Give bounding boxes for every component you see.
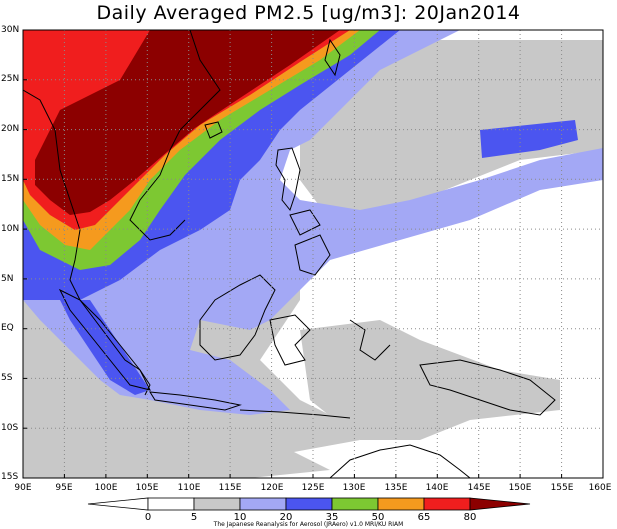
coast-lesser-sunda (239, 409, 351, 419)
lat-label-10n: 10N (1, 224, 20, 234)
lat-label-30n: 30N (1, 25, 20, 35)
colorbar-swatch-5-10 (147, 497, 195, 511)
colorbar-label-65: 65 (417, 512, 431, 523)
lon-label-115e: 115E (218, 483, 242, 493)
band-10-20-east (300, 320, 560, 440)
colorbar-label-80: 80 (463, 512, 477, 523)
lon-label-150e: 150E (508, 483, 532, 493)
lat-label-25n: 25N (1, 74, 20, 84)
lat-label-15s: 15S (1, 472, 19, 482)
grid-lines (23, 30, 603, 478)
pm25-contours (23, 30, 603, 478)
colorbar-swatch-20-35 (239, 497, 287, 511)
colorbar-swatch-lt5 (87, 497, 149, 511)
lon-label-90e: 90E (14, 483, 32, 493)
colorbar-label-35: 35 (325, 512, 339, 523)
lon-label-130e: 130E (342, 483, 366, 493)
coast-australia-north (329, 444, 471, 478)
lon-label-110e: 110E (177, 483, 201, 493)
lon-label-145e: 145E (467, 483, 491, 493)
lon-label-120e: 120E (260, 483, 284, 493)
coast-borneo (199, 274, 276, 361)
coast-hainan (204, 121, 223, 139)
lat-label-20n: 20N (1, 124, 20, 134)
lon-label-135e: 135E (384, 483, 408, 493)
colorbar-label-50: 50 (371, 512, 385, 523)
coast-sumatra (58, 288, 151, 391)
lat-label-5s: 5S (1, 373, 13, 383)
coast-taiwan (324, 38, 341, 77)
coast-mindanao (294, 234, 331, 276)
lon-label-155e: 155E (550, 483, 574, 493)
colorbar-label-0: 0 (144, 512, 152, 523)
map-title: Daily Averaged PM2.5 [ug/m3]: 20Jan2014 (96, 2, 521, 24)
band-20-35-east-patch (480, 120, 578, 158)
lat-label-10s: 10S (1, 423, 19, 433)
coast-java (149, 391, 242, 411)
lat-label-15n: 15N (1, 174, 20, 184)
lat-label-5n: 5N (1, 274, 14, 284)
coast-sulawesi (269, 314, 311, 366)
lon-label-105e: 105E (135, 483, 159, 493)
coast-new-guinea (419, 359, 556, 416)
coast-indochina (23, 89, 151, 396)
colorbar-swatch-65-80 (377, 497, 425, 511)
coastlines (23, 30, 556, 478)
credit-line: The Japanese Reanalysis for Aerosol (JRA… (213, 521, 404, 528)
colorbar-label-5: 5 (190, 512, 198, 523)
colorbar (87, 497, 531, 511)
colorbar-swatch-gt100 (469, 497, 531, 511)
lon-label-125e: 125E (301, 483, 325, 493)
coast-south-china (129, 30, 221, 241)
colorbar-swatch-50-65 (331, 497, 379, 511)
colorbar-label-20: 20 (279, 512, 293, 523)
band-10-20-south (130, 425, 330, 478)
axis-ticks (23, 79, 563, 478)
coast-luzon (275, 147, 301, 212)
lon-label-140e: 140E (425, 483, 449, 493)
colorbar-swatch-80-100 (423, 497, 471, 511)
coast-maluku (349, 319, 391, 361)
lon-label-95e: 95E (55, 483, 73, 493)
colorbar-swatch-10-20 (193, 497, 241, 511)
lon-label-160e: 160E (588, 483, 612, 493)
coast-visayas (289, 209, 321, 236)
band-35-50-peninsula (60, 300, 150, 395)
colorbar-label-10: 10 (233, 512, 247, 523)
colorbar-swatch-35-50 (285, 497, 333, 511)
lat-label-eq: EQ (1, 323, 14, 333)
lon-label-100e: 100E (94, 483, 118, 493)
